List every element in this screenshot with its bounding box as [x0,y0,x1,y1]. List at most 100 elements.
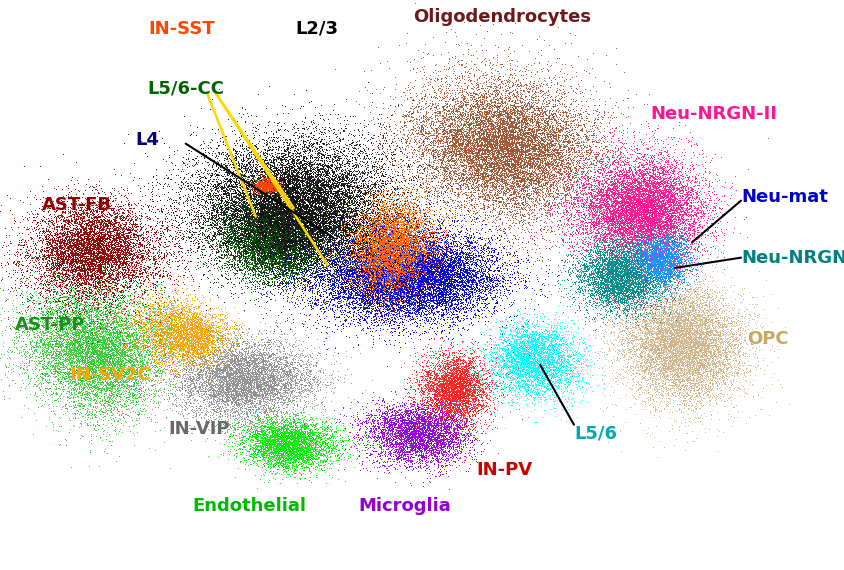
Point [382,141,396,150]
Point [324,214,338,223]
Point [142,202,155,211]
Point [611,275,625,284]
Point [532,376,545,385]
Point [397,398,410,407]
Point [213,251,226,260]
Point [526,385,539,394]
Point [122,275,136,284]
Point [508,351,522,360]
Point [541,335,555,344]
Point [653,340,667,349]
Point [246,374,259,384]
Point [684,318,698,327]
Point [490,157,504,166]
Point [140,324,154,333]
Point [531,124,544,133]
Point [648,260,662,269]
Point [271,217,284,226]
Point [576,251,590,260]
Point [245,146,258,156]
Point [455,412,468,421]
Point [230,262,244,271]
Point [109,380,122,389]
Point [585,228,598,237]
Point [113,281,127,290]
Point [681,332,695,341]
Point [423,286,436,295]
Point [371,278,385,287]
Point [313,222,327,231]
Point [201,394,214,403]
Point [567,145,581,154]
Point [668,320,682,329]
Point [322,203,336,213]
Point [87,340,100,349]
Point [313,373,327,382]
Point [502,166,516,176]
Point [376,318,389,327]
Point [397,281,410,290]
Point [616,149,630,158]
Point [610,223,624,232]
Point [463,285,477,294]
Point [185,219,198,228]
Point [609,271,622,280]
Point [590,221,603,230]
Point [628,249,641,258]
Point [282,148,295,157]
Point [694,304,707,313]
Point [127,357,140,366]
Point [284,203,298,213]
Point [242,220,256,229]
Point [441,305,455,314]
Point [606,264,619,274]
Point [192,166,205,176]
Point [371,168,384,177]
Point [653,264,667,274]
Point [321,214,334,223]
Point [478,378,491,388]
Point [632,179,646,188]
Point [252,241,265,250]
Point [343,224,356,233]
Point [421,290,435,299]
Point [557,260,571,270]
Point [73,335,87,344]
Point [241,243,255,252]
Point [252,262,266,271]
Point [616,250,630,259]
Point [353,183,366,192]
Point [89,236,102,245]
Point [125,246,138,255]
Point [476,266,490,275]
Point [143,262,156,271]
Point [306,226,319,235]
Point [668,351,682,360]
Point [619,249,633,258]
Point [457,349,471,358]
Point [427,441,441,450]
Point [644,354,657,363]
Point [304,214,317,223]
Point [266,260,279,270]
Point [399,275,413,284]
Point [432,238,446,247]
Point [15,297,29,306]
Point [100,382,113,391]
Point [443,429,457,438]
Point [672,299,685,308]
Point [424,421,437,430]
Point [407,180,420,189]
Point [383,271,397,280]
Point [512,154,526,163]
Point [556,85,570,94]
Point [400,282,414,291]
Point [457,290,470,299]
Point [286,162,300,172]
Point [230,390,243,399]
Point [271,194,284,203]
Point [230,376,243,385]
Point [473,282,487,291]
Point [627,164,641,173]
Point [641,278,655,287]
